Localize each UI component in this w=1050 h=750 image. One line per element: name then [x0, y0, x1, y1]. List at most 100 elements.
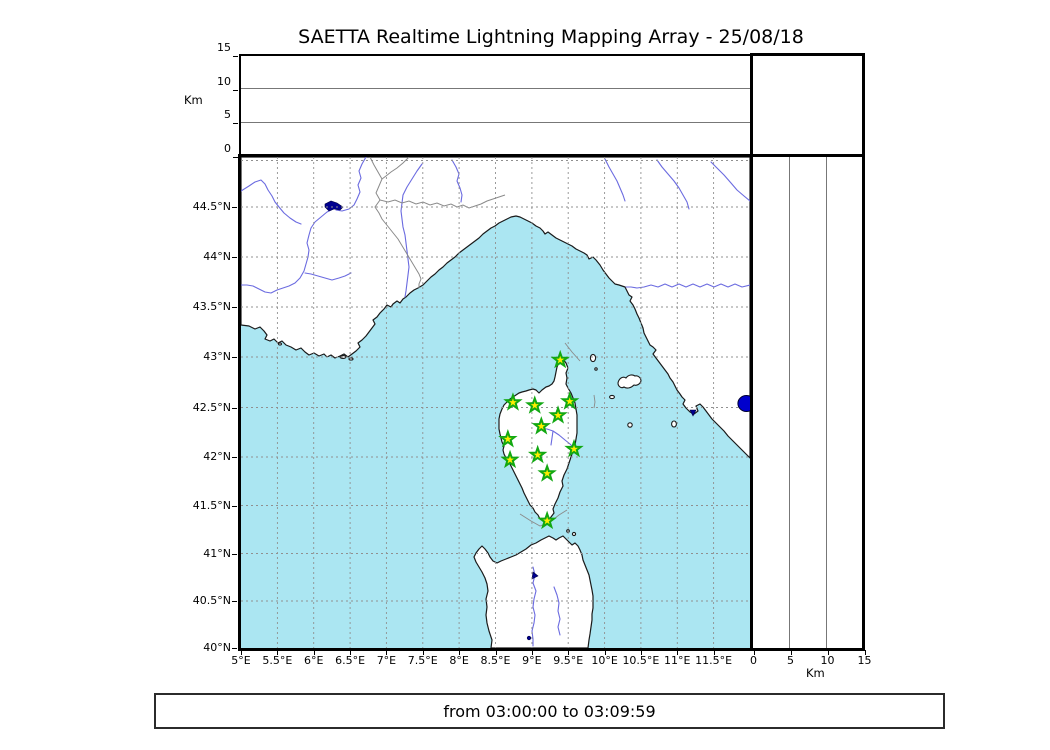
- map-lat-tick: [232, 648, 237, 649]
- station-star-marker: [548, 405, 568, 424]
- right-panel-xtick-label: 0: [750, 654, 757, 667]
- map-lon-tick-label: 10°E: [591, 654, 618, 667]
- map-lon-tick: [459, 650, 461, 655]
- map-lat-tick: [232, 307, 237, 308]
- altitude-gridline-5km: [241, 122, 750, 123]
- country-borders: [369, 157, 506, 288]
- station-star-marker: [525, 395, 545, 414]
- station-star-marker: [564, 438, 584, 458]
- montecristo-island: [627, 422, 633, 428]
- islet: [348, 357, 354, 361]
- altitude-latitude-panel: [750, 154, 865, 651]
- map-lat-tick-label: 42.5°N: [192, 400, 231, 414]
- map-lon-tick: [568, 650, 570, 655]
- small-islands: [277, 342, 677, 537]
- map-lon-tick-label: 6.5°E: [335, 654, 366, 667]
- top-panel-ytick-label: 0: [224, 142, 231, 155]
- map-lon-tick: [495, 650, 497, 655]
- map-lon-tick-label: 9.5°E: [553, 654, 584, 667]
- station-star-marker: [550, 349, 570, 369]
- top-panel-ytick: [233, 89, 238, 91]
- station-star-marker: [500, 449, 520, 469]
- altitude-gridline-10km: [826, 157, 827, 648]
- orbetello-lagoon: [689, 409, 697, 417]
- stations-layer: [498, 349, 584, 530]
- map-lat-tick: [232, 505, 237, 507]
- elba-island: [617, 374, 642, 389]
- top-panel-ytick-label: 10: [217, 74, 231, 88]
- map-lon-tick-label: 5.5°E: [262, 654, 293, 667]
- map-lon-tick-label: 5°E: [231, 654, 251, 667]
- top-panel-km-label: Km: [184, 93, 203, 107]
- rivers: [241, 157, 750, 647]
- right-panel-km-label: Km: [806, 666, 825, 680]
- right-panel-xtick: [864, 650, 866, 655]
- top-panel-ytick: [233, 157, 238, 158]
- station-star-marker: [537, 463, 557, 482]
- map-lon-tick: [422, 650, 424, 655]
- lakes: [324, 200, 697, 641]
- right-panel-xtick: [827, 650, 829, 655]
- sardinia-lake: [531, 571, 539, 580]
- map-lat-tick: [232, 601, 237, 602]
- map-panel: [238, 154, 753, 651]
- top-panel-ytick-label: 5: [224, 108, 231, 122]
- map-lon-tick-label: 8.5°E: [480, 654, 511, 667]
- pianosa-island: [609, 394, 615, 400]
- map-lon-tick: [386, 650, 388, 655]
- map-lat-tick-label: 43°N: [203, 350, 231, 363]
- lightning-source-dot: [737, 395, 750, 412]
- islet: [277, 342, 283, 346]
- right-panel-xtick-label: 15: [857, 654, 872, 667]
- map-lat-tick: [232, 553, 237, 555]
- map-lon-tick-label: 6°E: [303, 654, 324, 667]
- capraia-island: [589, 353, 597, 363]
- map-lat-tick: [232, 457, 237, 458]
- right-panel-xtick: [790, 650, 792, 655]
- map-lat-tick-label: 40°N: [203, 641, 231, 654]
- map-lon-tick-label: 7.5°E: [407, 654, 438, 667]
- map-lon-tick: [531, 650, 533, 655]
- map-canvas: [241, 157, 750, 648]
- map-lon-tick: [313, 650, 315, 655]
- map-lat-tick: [232, 257, 237, 258]
- map-lat-tick-label: 42°N: [203, 450, 231, 463]
- map-lon-tick-label: 8°E: [449, 654, 469, 667]
- map-lat-tick-label: 44°N: [203, 250, 231, 263]
- map-lat-tick: [232, 357, 237, 358]
- station-star-marker: [531, 416, 552, 435]
- top-panel-ytick-label: 15: [217, 41, 231, 54]
- station-star-marker: [559, 391, 580, 410]
- map-lon-tick: [713, 650, 715, 655]
- page-title: SAETTA Realtime Lightning Mapping Array …: [298, 26, 804, 48]
- station-star-marker: [537, 510, 557, 530]
- station-star-marker: [527, 444, 548, 464]
- altitude-gridline-5km: [789, 157, 790, 648]
- map-lon-tick-label: 11.5°E: [695, 654, 733, 667]
- map-lon-tick: [277, 650, 279, 655]
- serre-poncon-lake: [324, 200, 344, 212]
- maddalena-islet: [566, 529, 570, 533]
- altitude-gridline-10km: [241, 88, 750, 89]
- map-lat-tick-label: 41°N: [203, 546, 231, 560]
- top-panel-ytick: [233, 56, 238, 57]
- map-lon-tick: [604, 650, 606, 655]
- map-lat-tick-label: 41.5°N: [192, 498, 231, 512]
- top-panel-ytick: [233, 123, 238, 125]
- station-star-marker: [503, 392, 523, 411]
- right-panel-xtick-label: 10: [820, 654, 835, 667]
- islet: [594, 367, 598, 371]
- events-layer: [737, 395, 750, 412]
- right-panel-xtick-label: 5: [787, 654, 794, 667]
- station-star-marker: [498, 428, 518, 448]
- map-lon-tick-label: 10.5°E: [622, 654, 660, 667]
- altitude-longitude-panel: [239, 54, 752, 159]
- corner-panel: [750, 53, 865, 159]
- map-lat-tick-label: 40.5°N: [192, 594, 231, 607]
- map-lon-tick: [350, 650, 352, 655]
- time-range-label: from 03:00:00 to 03:09:59: [443, 701, 656, 721]
- giglio-island: [671, 420, 677, 428]
- map-lon-tick: [241, 650, 242, 655]
- map-lat-tick-label: 44.5°N: [192, 200, 231, 213]
